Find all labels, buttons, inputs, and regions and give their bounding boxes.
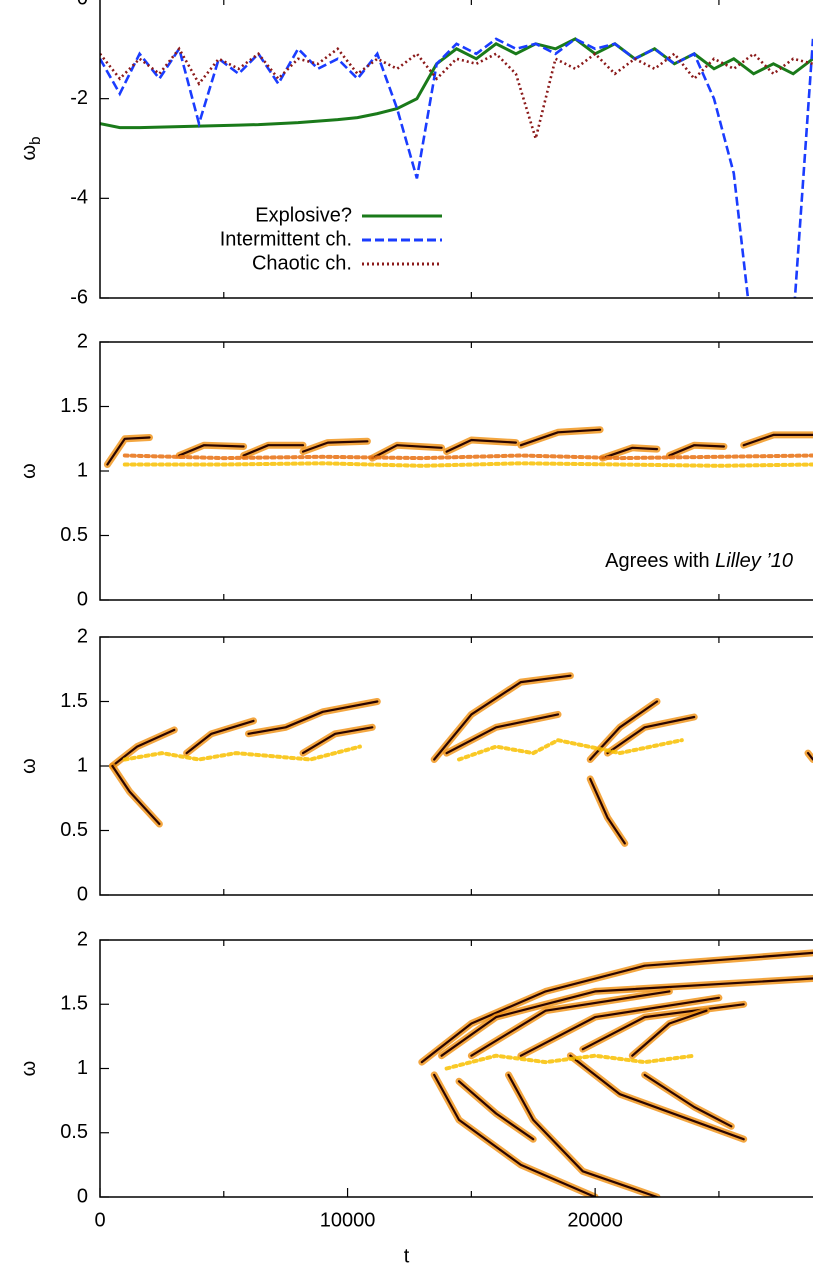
series-line — [100, 37, 813, 298]
plot-area — [418, 949, 813, 1197]
ridge-faint — [122, 461, 813, 468]
ridge-core — [247, 700, 379, 735]
ridge-core — [519, 996, 720, 1057]
y-label-main: ω — [18, 145, 40, 161]
ridge-core — [301, 726, 374, 755]
legend-label: Chaotic ch. — [252, 252, 352, 274]
ridge-halo — [299, 723, 376, 757]
ridge-faint — [122, 744, 362, 762]
ridge-halo — [240, 441, 307, 459]
series-line — [100, 37, 813, 130]
ridge-core — [445, 438, 517, 453]
y-label-main: ω — [18, 463, 40, 479]
ridge-core — [589, 777, 626, 845]
y-tick-label: 0 — [77, 588, 88, 610]
y-tick-label: 0 — [77, 0, 88, 9]
ridge-halo — [103, 434, 153, 468]
ridge-halo — [740, 431, 813, 449]
plot-area — [103, 426, 813, 468]
ridge-halo — [183, 717, 257, 757]
y-label-main: ω — [18, 1061, 40, 1077]
ridge-core — [643, 1073, 733, 1128]
ridge-core — [742, 433, 813, 447]
plot-area — [100, 37, 813, 298]
ridge-core — [569, 1054, 745, 1141]
legend-label: Explosive? — [255, 204, 352, 226]
x-tick-label: 20000 — [567, 1209, 623, 1231]
ridge-core — [433, 1073, 597, 1197]
ridge-core — [806, 752, 813, 761]
y-axis-label: ω — [18, 463, 40, 479]
annotation-text: Agrees with — [605, 550, 715, 572]
y-tick-label: 1.5 — [60, 690, 88, 712]
ridge-core — [457, 1080, 535, 1141]
y-tick-label: 0.5 — [60, 524, 88, 546]
ridge-core — [470, 990, 671, 1057]
ridge-faint — [122, 453, 813, 461]
ridge-core — [440, 977, 813, 1057]
ridge-core — [301, 440, 369, 453]
ridge-core — [371, 444, 443, 460]
ridge-core — [507, 1073, 659, 1197]
y-axis-label: ω — [18, 1061, 40, 1077]
y-tick-label: 1 — [77, 459, 88, 481]
legend-label: Intermittent ch. — [220, 228, 352, 250]
ridge-core — [178, 444, 245, 457]
y-tick-label: -2 — [70, 87, 88, 109]
ridge-faint — [444, 1053, 697, 1071]
ridge-core — [111, 764, 161, 826]
ridge-core — [631, 1009, 708, 1057]
axes-frame — [99, 636, 813, 896]
y-tick-label: 1.5 — [60, 395, 88, 417]
ridge-core — [519, 428, 602, 447]
y-tick-label: 2 — [77, 928, 88, 950]
y-tick-label: 0 — [77, 883, 88, 905]
ridge-core — [445, 713, 560, 755]
x-axis-label: t — [404, 1245, 410, 1267]
y-tick-label: 1.5 — [60, 993, 88, 1015]
y-tick-label: -6 — [70, 286, 88, 308]
y-axis-label: ωb — [18, 137, 44, 161]
x-tick-label: 0 — [94, 1209, 105, 1231]
y-tick-label: 0 — [77, 1185, 88, 1207]
ridge-halo — [566, 1052, 748, 1143]
ridge-halo — [418, 949, 813, 1066]
axes-frame — [99, 341, 813, 601]
axes-frame — [99, 939, 813, 1198]
ridge-core — [111, 728, 176, 768]
y-tick-label: 2 — [77, 625, 88, 647]
y-label-sub: b — [27, 137, 44, 145]
ridge-core — [668, 444, 725, 457]
axes-frame — [99, 0, 813, 299]
ridge-core — [601, 446, 659, 460]
ridge-core — [433, 674, 572, 761]
ridge-halo — [108, 726, 178, 770]
annotation: Agrees with Lilley ’10 — [605, 550, 793, 572]
y-tick-label: 1 — [77, 754, 88, 776]
ridge-core — [106, 436, 151, 466]
ridge-core — [606, 715, 696, 755]
ridge-core — [185, 719, 255, 755]
x-tick-label: 10000 — [320, 1209, 376, 1231]
y-tick-label: 1 — [77, 1057, 88, 1079]
y-label-main: ω — [18, 758, 40, 774]
ridge-core — [242, 444, 305, 457]
y-tick-label: 0.5 — [60, 1121, 88, 1143]
ridge-core — [420, 951, 813, 1064]
plot-area — [108, 672, 813, 847]
ridge-core — [581, 1003, 745, 1051]
y-tick-label: 2 — [77, 330, 88, 352]
y-tick-label: 0.5 — [60, 819, 88, 841]
y-axis-label: ω — [18, 758, 40, 774]
ridge-faint — [457, 738, 684, 762]
annotation-italic: Lilley ’10 — [715, 550, 793, 572]
y-tick-label: -4 — [70, 187, 88, 209]
